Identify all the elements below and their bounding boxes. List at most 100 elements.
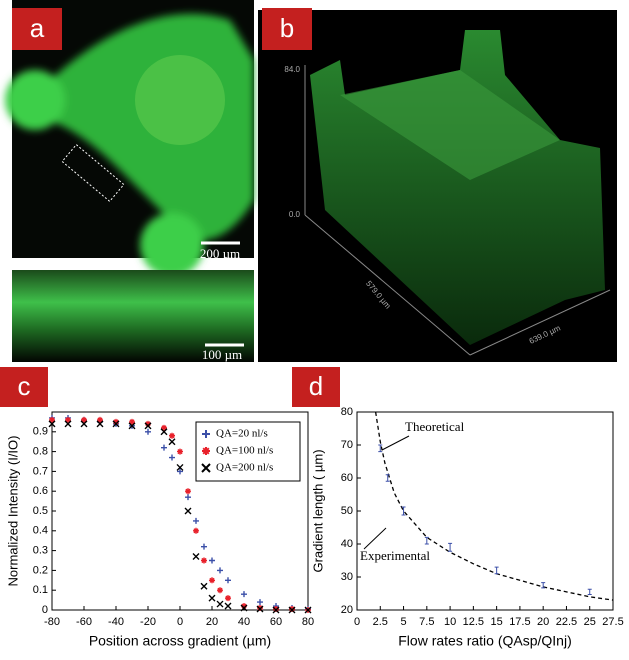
- point: [161, 424, 167, 431]
- x-tick-label: 40: [238, 616, 250, 628]
- point: [256, 605, 264, 613]
- x-tick-label: 22.5: [556, 616, 577, 628]
- error-bar: [401, 506, 406, 516]
- point: [176, 463, 184, 471]
- x-tick-label: 5: [400, 616, 406, 628]
- error-bar: [541, 582, 546, 589]
- panel-label-box: [262, 8, 312, 50]
- point: [145, 420, 151, 427]
- point: [81, 416, 87, 423]
- legend-label: QA=200 nl/s: [216, 462, 273, 474]
- point: [273, 606, 279, 613]
- x-tick-label: -80: [44, 616, 60, 628]
- x-tick-label: -60: [76, 616, 92, 628]
- y-tick-label: 80: [341, 406, 353, 418]
- panel-label: b: [280, 13, 294, 43]
- point: [144, 422, 152, 430]
- point: [169, 432, 175, 439]
- y-tick-label: 0.7: [33, 465, 48, 477]
- y-tick-label: 0.9: [33, 426, 48, 438]
- point: [193, 527, 199, 534]
- panel-label-box: [12, 8, 62, 50]
- x-tick-label: -20: [140, 616, 156, 628]
- point: [113, 418, 119, 425]
- point: [184, 507, 192, 515]
- panel-b: 84.0 0.0 579.0 µm 639.0 µm b: [258, 8, 617, 362]
- error-bar: [587, 588, 592, 595]
- point: [224, 602, 232, 610]
- point: [241, 591, 247, 598]
- point: [145, 428, 151, 435]
- y-axis-label: Gradient length ( µm): [310, 449, 325, 572]
- annotation: Theoretical: [405, 419, 465, 434]
- point: [217, 587, 223, 594]
- point: [200, 582, 208, 590]
- legend-label: QA=20 nl/s: [216, 428, 268, 440]
- point: [49, 416, 55, 423]
- y-tick-label: 0.4: [33, 525, 48, 537]
- y-axis-label: Normalized Intensity (I/IO): [5, 436, 20, 587]
- point: [240, 604, 248, 612]
- error-bar: [494, 566, 499, 575]
- theory-curve: [374, 411, 614, 601]
- point: [96, 420, 104, 428]
- point: [192, 553, 200, 561]
- scale-text: 100 µm: [202, 347, 242, 362]
- roi: [61, 143, 125, 203]
- y-tick-label: 0.2: [33, 564, 48, 576]
- point: [97, 416, 103, 423]
- y-tick-label: 0.8: [33, 446, 48, 458]
- point: [128, 422, 136, 430]
- axis: [304, 214, 471, 356]
- point: [112, 420, 120, 428]
- point: [289, 606, 295, 613]
- point: [161, 444, 167, 451]
- point: [169, 454, 175, 461]
- point: [201, 543, 207, 550]
- surface-top: [340, 70, 560, 180]
- error-bar: [424, 536, 429, 545]
- x-tick-label: 12.5: [463, 616, 484, 628]
- point: [225, 577, 231, 584]
- panel-label: c: [18, 371, 31, 401]
- point: [217, 567, 223, 574]
- point: [209, 577, 215, 584]
- error-bar: [448, 542, 453, 552]
- x-tick-label: 7.5: [419, 616, 434, 628]
- axis-label: 84.0: [284, 65, 300, 74]
- x-tick-label: 20: [537, 616, 549, 628]
- point: [257, 599, 263, 606]
- x-tick-label: -40: [108, 616, 124, 628]
- y-tick-label: 50: [341, 505, 353, 517]
- point: [80, 420, 88, 428]
- chamber: [135, 55, 225, 145]
- point: [288, 606, 296, 614]
- point: [208, 594, 216, 602]
- y-tick-label: 0.5: [33, 505, 48, 517]
- x-tick-label: 15: [491, 616, 503, 628]
- axis-label: 0.0: [289, 210, 301, 219]
- point: [185, 494, 191, 501]
- legend-label: QA=100 nl/s: [216, 445, 273, 457]
- point: [177, 468, 183, 475]
- error-bar: [378, 444, 383, 453]
- point: [185, 488, 191, 495]
- point: [272, 606, 280, 614]
- point: [129, 418, 135, 425]
- point: [201, 557, 207, 564]
- y-tick-label: 40: [341, 538, 353, 550]
- strip: [12, 270, 254, 362]
- point: [209, 557, 215, 564]
- annotation-arrow: [381, 435, 410, 451]
- panel-label: d: [309, 371, 323, 401]
- x-tick-label: 20: [206, 616, 218, 628]
- scale-text: 200 µm: [200, 246, 240, 261]
- x-tick-label: 27.5: [602, 616, 623, 628]
- y-tick-label: 30: [341, 571, 353, 583]
- annotation-arrow: [363, 527, 387, 550]
- y-tick-label: 60: [341, 472, 353, 484]
- point: [65, 416, 71, 423]
- panel-label-box: [292, 367, 340, 407]
- point: [304, 606, 312, 614]
- y-tick-label: 0.6: [33, 485, 48, 497]
